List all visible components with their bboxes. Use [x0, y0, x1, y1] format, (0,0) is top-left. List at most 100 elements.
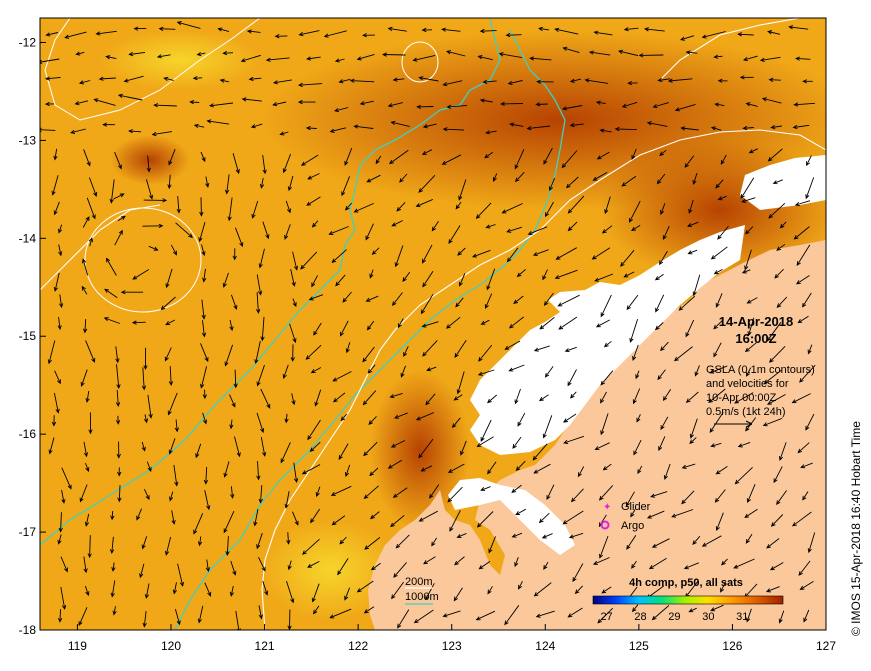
velocity-arrow: [286, 580, 295, 604]
velocity-arrow: [798, 560, 811, 576]
lon-tick-label: 126: [722, 639, 742, 653]
velocity-arrow: [478, 561, 491, 570]
velocity-arrow: [508, 316, 525, 329]
velocity-arrow: [631, 224, 641, 231]
velocity-arrow: [117, 467, 122, 477]
velocity-arrow: [621, 175, 637, 187]
velocity-arrow: [533, 582, 552, 597]
velocity-arrow: [515, 508, 527, 516]
velocity-arrow: [626, 294, 639, 311]
velocity-arrow: [720, 581, 726, 593]
velocity-arrow: [292, 251, 299, 271]
velocity-arrow: [198, 221, 206, 243]
velocity-arrow: [740, 177, 755, 199]
velocity-arrow: [133, 26, 147, 31]
velocity-arrow: [768, 345, 786, 363]
velocity-arrow: [197, 536, 203, 547]
velocity-arrow: [632, 344, 639, 361]
colorbar-title: 4h comp, p50, all sats: [629, 577, 743, 589]
velocity-arrow: [233, 369, 238, 389]
velocity-arrow: [103, 317, 121, 324]
argo-legend-label: Argo: [621, 520, 644, 532]
velocity-arrow: [241, 97, 262, 102]
velocity-arrow: [290, 344, 295, 362]
velocity-arrow: [418, 174, 436, 193]
lon-tick-label: 125: [629, 639, 649, 653]
velocity-arrow: [597, 607, 614, 624]
lat-tick-label: -13: [19, 133, 37, 147]
velocity-arrow: [98, 76, 116, 81]
colorbar-tick-label: 27: [600, 611, 612, 623]
velocity-arrow: [174, 419, 180, 433]
velocity-arrow: [110, 510, 115, 521]
velocity-arrow: [83, 149, 91, 167]
velocity-arrow: [115, 415, 121, 425]
velocity-arrow: [620, 249, 635, 267]
velocity-arrow: [485, 130, 497, 135]
velocity-arrow: [280, 442, 291, 464]
velocity-arrow: [709, 411, 724, 433]
velocity-arrow: [674, 103, 696, 112]
velocity-arrow: [168, 438, 176, 455]
velocity-arrow: [562, 46, 580, 54]
velocity-arrow: [455, 297, 464, 308]
velocity-arrow: [475, 202, 492, 219]
plot-frame: [39, 17, 827, 631]
velocity-arrow: [340, 320, 349, 337]
colorbar-tick-label: 31: [736, 611, 748, 623]
velocity-arrow: [425, 583, 435, 601]
velocity-arrow: [715, 512, 724, 532]
velocity-arrow: [224, 174, 230, 195]
velocity-arrow: [762, 417, 783, 427]
velocity-arrow: [44, 76, 61, 81]
velocity-arrow: [445, 50, 466, 57]
velocity-arrow: [48, 437, 55, 455]
velocity-arrow: [717, 78, 728, 83]
velocity-arrow: [774, 268, 784, 279]
velocity-arrow: [514, 557, 519, 568]
velocity-arrow: [747, 317, 755, 337]
velocity-arrow: [485, 224, 496, 229]
velocity-arrow: [480, 486, 491, 492]
velocity-arrows: [40, 21, 816, 630]
velocity-arrow: [202, 389, 207, 400]
velocity-arrow: [389, 392, 403, 399]
velocity-arrow: [225, 536, 230, 557]
velocity-arrow: [659, 149, 667, 156]
velocity-arrow: [259, 177, 265, 189]
velocity-arrow: [742, 55, 758, 62]
velocity-arrow: [770, 514, 784, 527]
velocity-arrow: [422, 271, 434, 288]
velocity-arrow: [234, 227, 244, 248]
velocity-arrow: [328, 226, 349, 235]
velocity-arrow: [256, 461, 261, 481]
velocity-arrow: [160, 296, 176, 311]
velocity-arrow: [486, 268, 496, 291]
velocity-arrow: [141, 536, 148, 550]
velocity-arrow: [292, 511, 299, 526]
velocity-arrow: [744, 342, 757, 353]
velocity-arrow: [227, 197, 233, 222]
velocity-arrow: [569, 122, 584, 128]
velocity-arrow: [143, 489, 150, 501]
velocity-arrow: [778, 442, 787, 461]
velocity-arrow: [505, 32, 522, 38]
velocity-arrow: [338, 78, 351, 84]
velocity-arrow: [685, 391, 699, 403]
velocity-arrow: [44, 101, 55, 107]
velocity-arrow: [539, 317, 555, 330]
velocity-arrow: [604, 196, 611, 215]
velocity-arrow: [395, 534, 410, 549]
velocity-arrow: [47, 340, 56, 365]
cloud-mask: [448, 155, 826, 555]
velocity-arrow: [80, 369, 88, 387]
velocity-arrow: [455, 201, 462, 210]
velocity-arrow: [391, 581, 405, 600]
velocity-arrow: [595, 100, 606, 105]
lat-tick-label: -12: [19, 35, 37, 49]
velocity-arrow: [477, 369, 495, 376]
velocity-arrow: [345, 342, 351, 354]
velocity-arrow: [692, 274, 701, 297]
velocity-arrow: [714, 102, 725, 107]
velocity-arrow: [164, 347, 172, 362]
